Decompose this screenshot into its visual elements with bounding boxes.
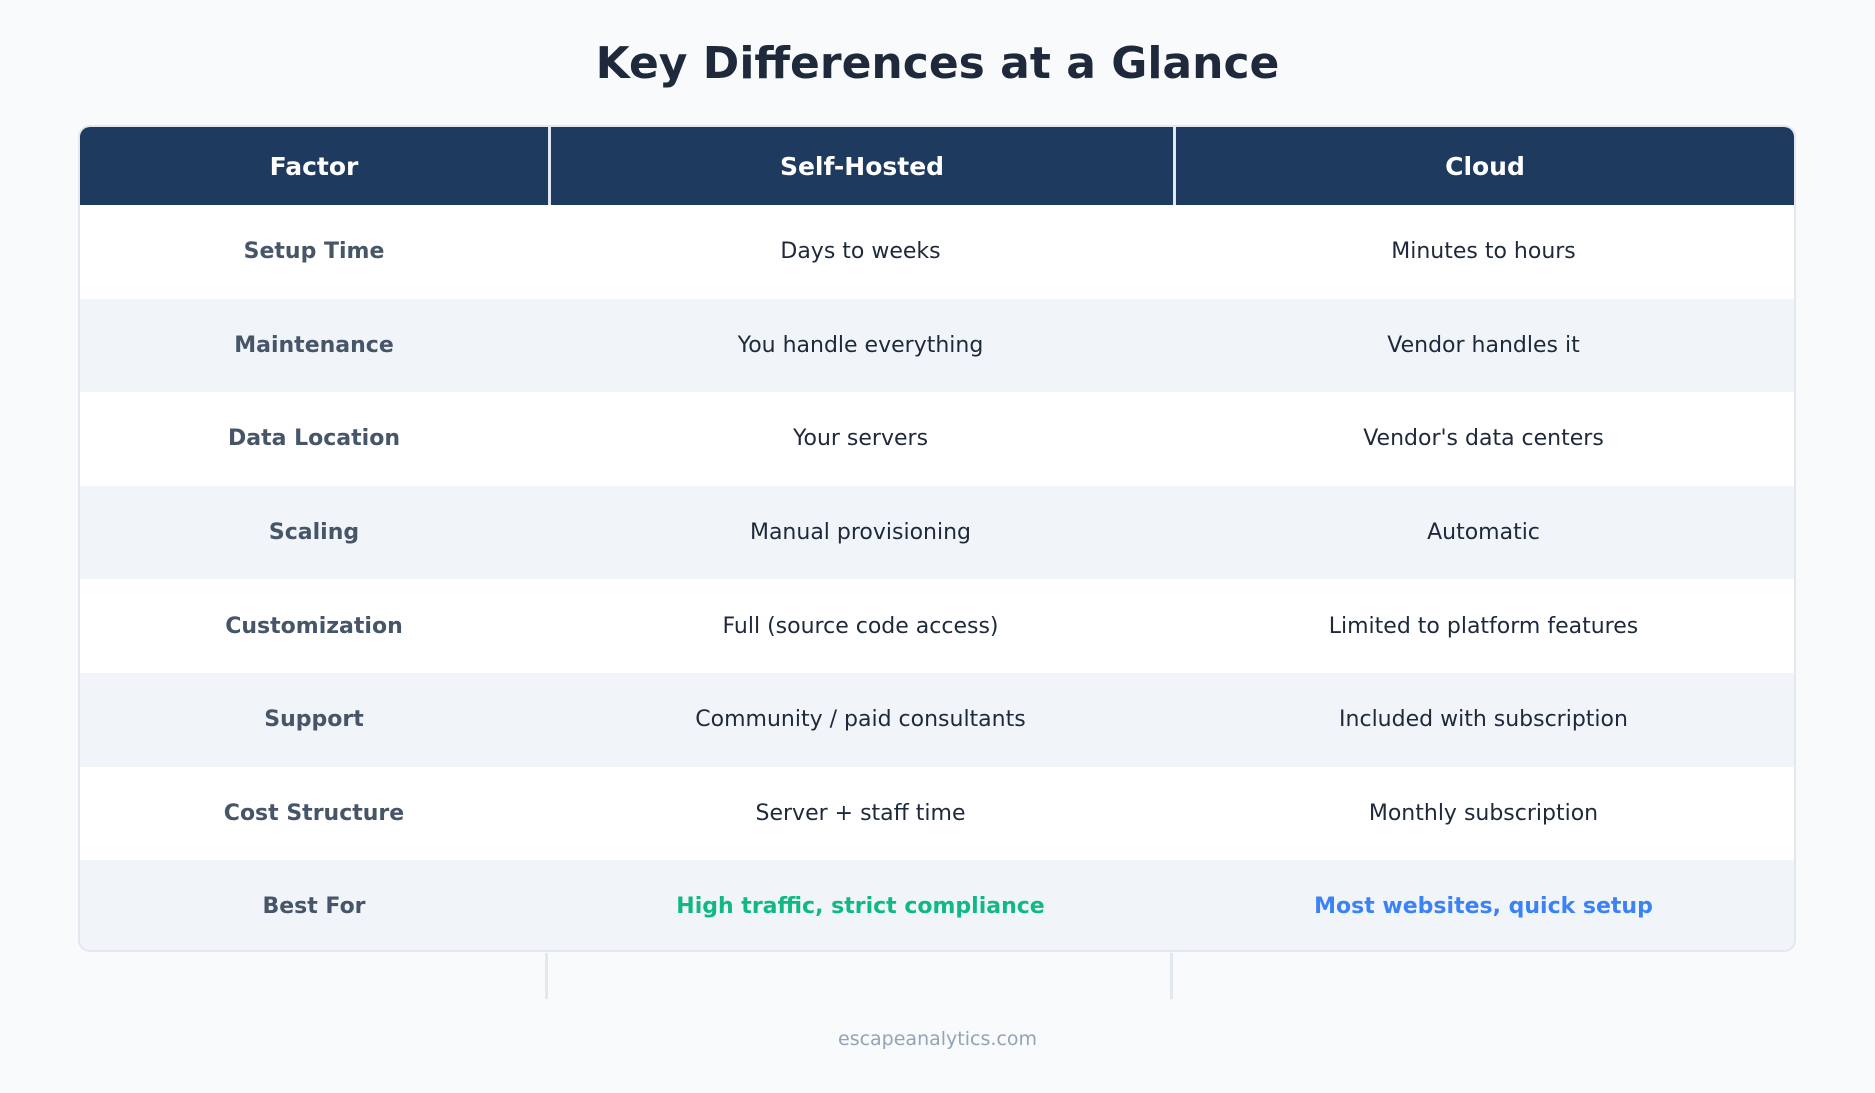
best-for-cloud-cell: Most websites, quick setup [1314,894,1653,920]
column-divider-line [1170,953,1173,999]
table-row: Customization Full (source code access) … [80,579,1794,673]
comparison-table: Factor Self-Hosted Cloud Setup Time Days… [78,125,1796,952]
cloud-cell: Vendor handles it [1387,332,1580,358]
column-header-factor: Factor [269,151,359,181]
table-header-row: Factor Self-Hosted Cloud [80,127,1794,205]
column-header-cloud: Cloud [1173,127,1794,205]
factor-cell: Best For [262,894,366,920]
column-divider-line [545,953,548,999]
cloud-cell: Automatic [1427,520,1540,546]
factor-cell: Data Location [228,426,400,452]
table-row: Data Location Your servers Vendor's data… [80,392,1794,486]
factor-cell: Cost Structure [223,800,405,826]
self-hosted-cell: Manual provisioning [749,520,972,546]
table-row: Support Community / paid consultants Inc… [80,672,1794,767]
self-hosted-cell: Community / paid consultants [695,707,1026,733]
self-hosted-cell: Full (source code access) [722,613,999,639]
self-hosted-cell: Days to weeks [780,239,941,265]
table-row: Scaling Manual provisioning Automatic [80,485,1794,580]
footer-attribution: escapeanalytics.com [838,1028,1037,1050]
table-row: Setup Time Days to weeks Minutes to hour… [80,205,1794,299]
cloud-cell: Limited to platform features [1328,613,1639,639]
cloud-cell: Minutes to hours [1391,239,1576,265]
best-for-self-hosted-cell: High traffic, strict compliance [676,894,1045,920]
self-hosted-cell: Your servers [792,426,929,452]
column-header-self-hosted: Self-Hosted [548,127,1173,205]
self-hosted-cell: You handle everything [737,332,984,358]
cloud-cell: Included with subscription [1339,707,1628,733]
factor-cell: Maintenance [234,332,394,358]
cloud-cell: Monthly subscription [1368,800,1599,826]
factor-cell: Support [264,707,364,733]
table-row-best-for: Best For High traffic, strict compliance… [80,860,1794,950]
page-title: Key Differences at a Glance [595,38,1280,89]
self-hosted-cell: Server + staff time [755,800,966,826]
table-row: Cost Structure Server + staff time Month… [80,766,1794,861]
table-row: Maintenance You handle everything Vendor… [80,298,1794,393]
factor-cell: Setup Time [243,239,385,265]
factor-cell: Scaling [268,520,360,546]
cloud-cell: Vendor's data centers [1363,426,1604,452]
factor-cell: Customization [225,613,403,639]
